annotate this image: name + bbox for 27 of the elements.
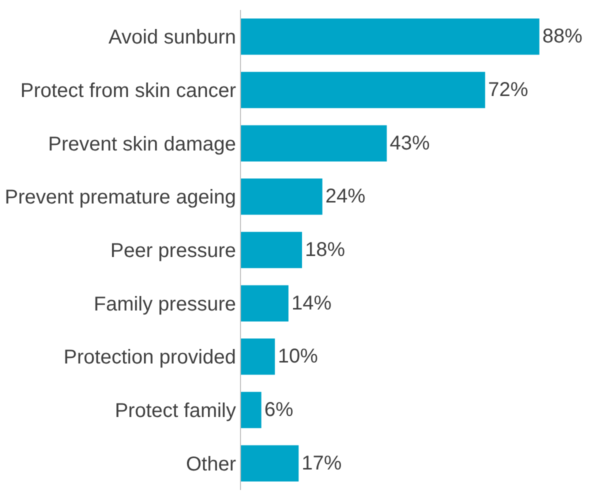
data-label: 10% bbox=[278, 346, 318, 368]
y-tick-label: Prevent premature ageing bbox=[4, 186, 236, 209]
bar bbox=[241, 392, 262, 428]
data-label: 18% bbox=[305, 239, 346, 261]
y-tick-label: Protect family bbox=[114, 400, 236, 422]
bar bbox=[241, 178, 322, 215]
bar bbox=[241, 18, 540, 55]
y-tick-label: Prevent skin damage bbox=[48, 133, 236, 156]
bar bbox=[241, 285, 288, 322]
data-label: 72% bbox=[488, 79, 528, 101]
data-label: 17% bbox=[302, 452, 342, 474]
bar bbox=[241, 338, 275, 375]
data-label: 24% bbox=[325, 186, 366, 208]
bar bbox=[241, 125, 387, 162]
data-label: 14% bbox=[291, 292, 332, 314]
data-label: 6% bbox=[264, 399, 294, 421]
y-tick-label: Protection provided bbox=[64, 346, 236, 369]
y-tick-label: Peer pressure bbox=[110, 240, 236, 262]
y-tick-label: Avoid sunburn bbox=[108, 26, 236, 49]
bar bbox=[241, 72, 486, 108]
bar bbox=[241, 232, 302, 268]
bar bbox=[241, 445, 299, 482]
y-tick-label: Family pressure bbox=[94, 293, 236, 316]
y-tick-label: Protect from skin cancer bbox=[20, 80, 236, 102]
y-tick-label: Other bbox=[186, 453, 236, 476]
data-label: 43% bbox=[390, 132, 430, 154]
data-label: 88% bbox=[542, 26, 583, 48]
